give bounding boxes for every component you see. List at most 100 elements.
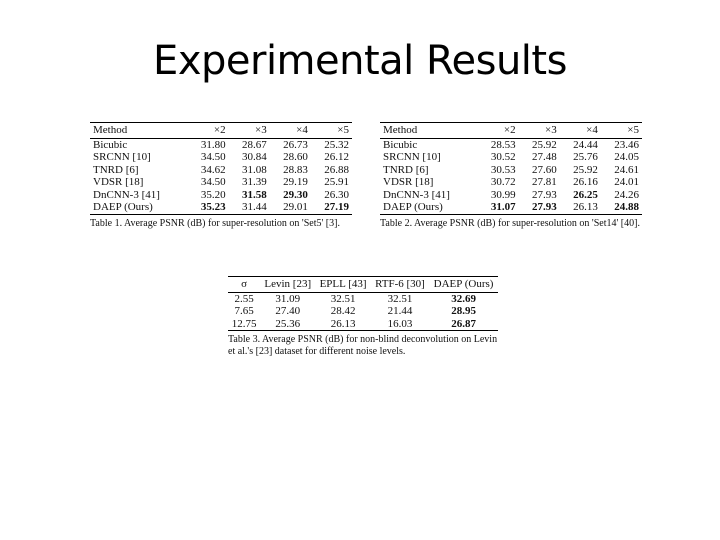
table-caption: Table 1. Average PSNR (dB) for super-res… <box>90 217 340 229</box>
table-cell: 31.07 <box>477 201 519 215</box>
table-cell: VDSR [18] <box>383 176 434 188</box>
table-row: VDSR [18] 30.72 27.81 26.16 24.01 <box>380 176 642 189</box>
table-cell: 24.01 <box>614 176 639 188</box>
table-cell: 27.48 <box>531 151 557 163</box>
table-cell: 28.95 <box>451 305 476 317</box>
table-cell: Bicubic <box>383 138 418 151</box>
header-row: Method ×2 ×3 ×4 ×5 <box>380 122 642 139</box>
table-cell: 34.50 <box>200 176 226 188</box>
table-cell: 32.69 <box>451 292 476 305</box>
header-cell: EPLL [43] <box>315 276 371 293</box>
table-row: DAEP (Ours) 35.23 31.44 29.01 27.19 <box>90 201 352 215</box>
table-caption: Table 3. Average PSNR (dB) for non-blind… <box>228 334 498 357</box>
table-cell: VDSR [18] <box>93 176 144 188</box>
table-head: Method ×2 ×3 ×4 ×5 <box>90 122 352 139</box>
table-block: σ Levin [23] EPLL [43] RTF-6 [30] DAEP (Ours… <box>228 276 498 358</box>
table-cell: 7.65 <box>234 305 254 317</box>
table-cell: 35.23 <box>187 201 229 215</box>
table-cell: 25.92 <box>573 163 598 176</box>
table-cell: 31.09 <box>275 292 301 305</box>
table-cell: 31.39 <box>241 176 267 188</box>
table-row: TNRD [6] 34.62 31.08 28.83 26.88 <box>90 164 352 177</box>
header-cell: ×5 <box>600 122 642 139</box>
table-body: Bicubic 28.53 25.92 24.44 23.46 SRCNN [10] 30.… <box>380 138 642 215</box>
table-head: Method ×2 ×3 ×4 ×5 <box>380 122 642 139</box>
table-cell: 24.44 <box>573 138 598 151</box>
table-cell: 30.53 <box>490 163 516 176</box>
table-cell: 25.32 <box>324 138 349 151</box>
header-row: Method ×2 ×3 ×4 ×5 <box>90 122 352 139</box>
table-cell: SRCNN [10] <box>383 151 441 163</box>
table-cell: 29.19 <box>283 176 308 188</box>
table-cell: DnCNN-3 [41] <box>383 188 450 201</box>
table-cell: 26.88 <box>324 163 349 176</box>
table-cell: 16.03 <box>370 317 430 331</box>
table-cell: 26.87 <box>429 317 498 331</box>
table-cell: DAEP (Ours) <box>90 201 188 215</box>
header-cell: σ <box>228 276 261 293</box>
table-cell: 21.44 <box>387 305 413 317</box>
table-caption: Table 2. Average PSNR (dB) for super-res… <box>380 217 640 229</box>
table-cell: 27.60 <box>531 163 557 176</box>
table-row: 2.55 31.09 32.51 32.51 32.69 <box>228 292 498 305</box>
table-cell: 26.13 <box>315 317 371 331</box>
table-cell: 27.93 <box>531 188 557 201</box>
table-body: Bicubic 31.80 28.67 26.73 25.32 SRCNN [10] 34.… <box>90 138 352 215</box>
table-cell: 26.13 <box>559 201 601 215</box>
table-row: TNRD [6] 30.53 27.60 25.92 24.61 <box>380 164 642 177</box>
table: σ Levin [23] EPLL [43] RTF-6 [30] DAEP (Ours… <box>228 276 498 331</box>
table-cell: 28.83 <box>283 163 308 176</box>
table-row: DnCNN-3 [41] 30.99 27.93 26.25 24.26 <box>380 189 642 202</box>
header-cell: ×2 <box>477 122 519 139</box>
table-cell: 27.19 <box>310 201 352 215</box>
table-block: Method ×2 ×3 ×4 ×5 Bicubic 31.80 28.67 26.73 25.3… <box>90 122 352 230</box>
table-cell: 25.92 <box>531 138 557 151</box>
table-cell: 28.42 <box>330 305 356 317</box>
table-cell: 26.16 <box>573 176 598 188</box>
header-cell: ×5 <box>310 122 352 139</box>
header-row: σ Levin [23] EPLL [43] RTF-6 [30] DAEP (Ours… <box>228 276 498 293</box>
table-cell: 24.05 <box>614 151 639 163</box>
table-cell: 29.01 <box>269 201 311 215</box>
table-cell: 26.30 <box>324 188 349 201</box>
header-cell: ×4 <box>559 122 601 139</box>
table-cell: 32.51 <box>387 292 413 305</box>
table-head: σ Levin [23] EPLL [43] RTF-6 [30] DAEP (Ours… <box>228 276 498 293</box>
table-cell: 27.40 <box>275 305 301 317</box>
table-cell: 26.25 <box>573 188 598 201</box>
table-row: 7.65 27.40 28.42 21.44 28.95 <box>228 305 498 318</box>
table-cell: 29.30 <box>283 188 308 201</box>
table-row: 12.75 25.36 26.13 16.03 26.87 <box>228 317 498 331</box>
table-cell: DnCNN-3 [41] <box>93 188 160 201</box>
header-cell: Method <box>380 122 478 139</box>
table-cell: 26.12 <box>324 151 349 163</box>
header-cell: ×4 <box>269 122 311 139</box>
table-cell: 28.60 <box>283 151 308 163</box>
table-cell: DAEP (Ours) <box>380 201 478 215</box>
table: Method ×2 ×3 ×4 ×5 Bicubic 28.53 25.92 24.44 23.4… <box>380 122 642 215</box>
table-row: DAEP (Ours) 31.07 27.93 26.13 24.88 <box>380 201 642 215</box>
table-cell: 31.80 <box>200 138 226 151</box>
table-cell: 24.61 <box>614 163 639 176</box>
table-cell: 26.73 <box>283 138 308 151</box>
table-cell: 27.93 <box>518 201 560 215</box>
slide-title: Experimental Results <box>153 38 567 84</box>
table-row: DnCNN-3 [41] 35.20 31.58 29.30 26.30 <box>90 189 352 202</box>
table-cell: 27.81 <box>531 176 557 188</box>
table-cell: SRCNN [10] <box>93 151 151 163</box>
table-cell: 30.52 <box>490 151 516 163</box>
table-cell: 28.67 <box>241 138 267 151</box>
table-cell: TNRD [6] <box>93 163 139 176</box>
table-cell: 23.46 <box>614 138 639 151</box>
header-cell: ×3 <box>228 122 270 139</box>
table-cell: 2.55 <box>234 292 254 305</box>
table-cell: 25.36 <box>260 317 316 331</box>
table-cell: 24.26 <box>614 188 639 201</box>
table-cell: 34.62 <box>200 163 226 176</box>
table-cell: 28.53 <box>490 138 516 151</box>
table-cell: TNRD [6] <box>383 163 429 176</box>
table-block: Method ×2 ×3 ×4 ×5 Bicubic 28.53 25.92 24.44 23.4… <box>380 122 642 230</box>
table-cell: 31.58 <box>241 188 267 201</box>
table-cell: Bicubic <box>93 138 128 151</box>
